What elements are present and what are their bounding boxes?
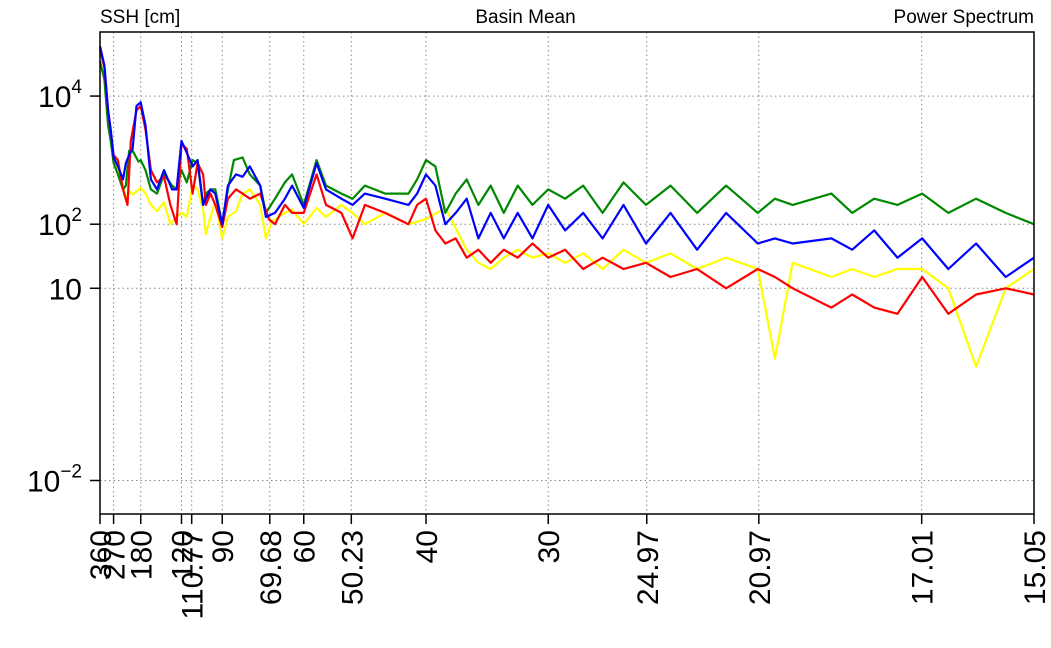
chart-ylabel: SSH [cm] [100, 7, 181, 28]
x-tick-label: 15.05 [1019, 530, 1051, 605]
series-lines [98, 45, 1035, 368]
y-axis: 10−2 10 102 104 [27, 77, 100, 498]
chart-title: Basin Mean [475, 7, 576, 28]
x-tick-label: 50.23 [336, 530, 369, 605]
y-tick-label: 104 [38, 77, 82, 114]
x-tick-label: 20.97 [744, 530, 777, 605]
x-tick-label: 360 [85, 530, 118, 580]
grid-lines [100, 32, 1034, 514]
series-line [98, 45, 1035, 279]
x-tick-label: 90 [207, 530, 240, 563]
series-line [98, 60, 1035, 226]
x-tick-label: 69.68 [255, 530, 288, 605]
series-line [98, 51, 1035, 368]
x-tick-label: 120 [166, 530, 199, 580]
y-tick-label: 10−2 [27, 461, 82, 498]
plot-frame [99, 31, 1035, 515]
x-tick-label: 17.01 [907, 530, 940, 605]
y-tick-label: 10 [49, 273, 82, 306]
y-tick-label: 102 [38, 205, 82, 242]
x-tick-label: 60 [289, 530, 322, 563]
x-tick-label: 30 [533, 530, 566, 563]
x-tick-label: 40 [411, 530, 444, 563]
x-tick-label: 24.97 [632, 530, 665, 605]
chart-annotation: Power Spectrum [893, 7, 1034, 28]
x-tick-label: 110.77 [177, 530, 210, 620]
x-tick-label: 270 [99, 530, 132, 580]
x-tick-label: 180 [126, 530, 159, 580]
series-line [98, 48, 1035, 315]
